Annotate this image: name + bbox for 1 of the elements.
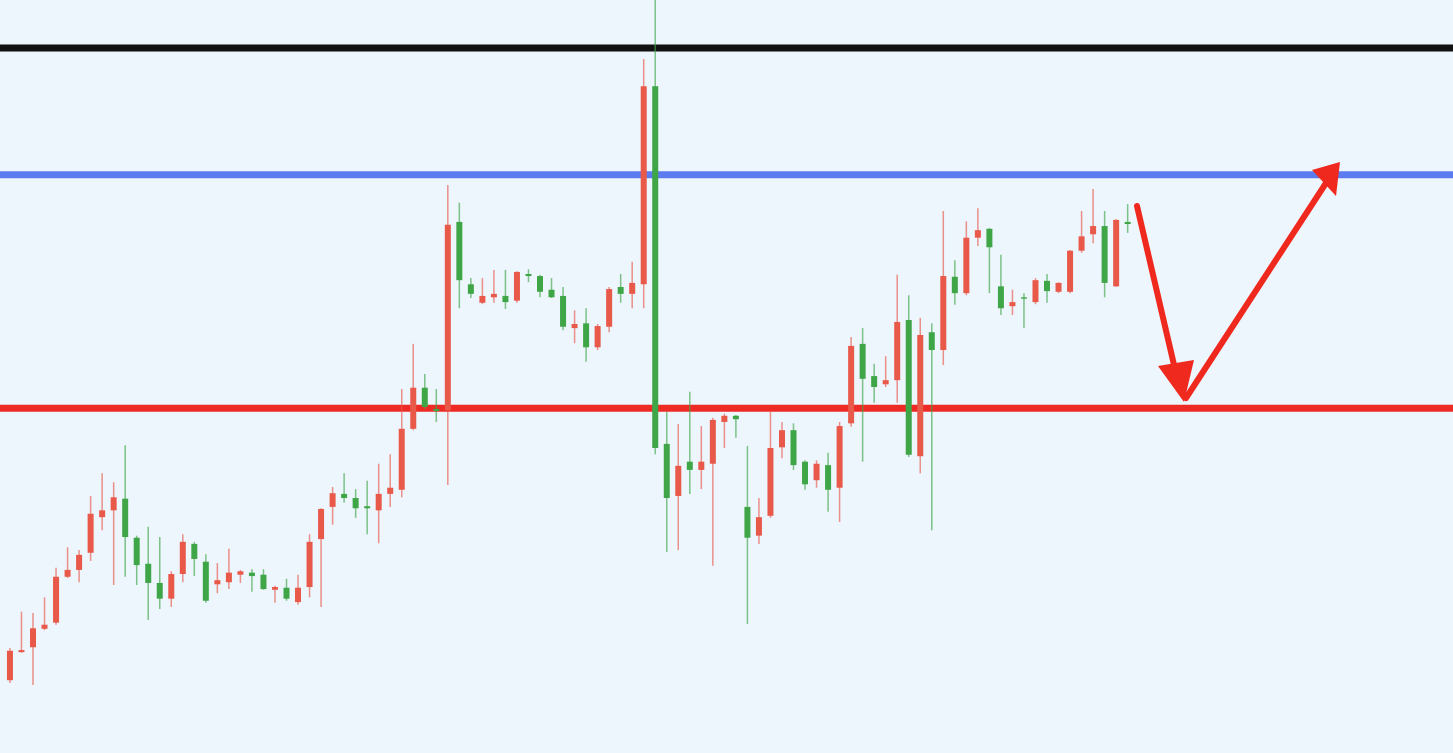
candlestick [271,584,278,604]
